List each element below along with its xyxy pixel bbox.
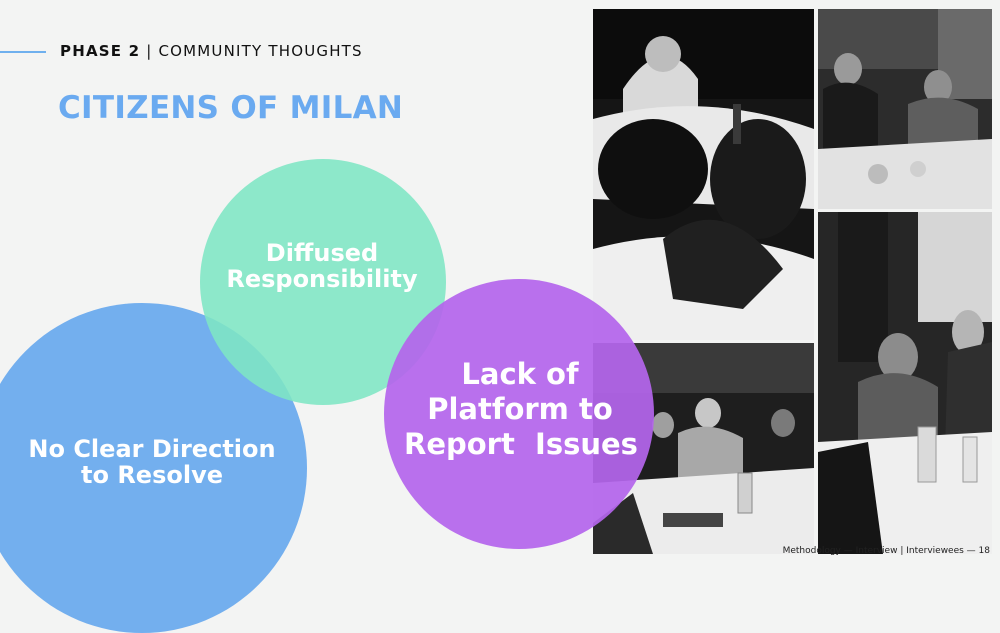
phase-label: PHASE 2 — [60, 42, 141, 60]
phase-heading: PHASE 2 | COMMUNITY THOUGHTS — [60, 42, 363, 60]
section-label: COMMUNITY THOUGHTS — [158, 42, 363, 60]
circle-label-platform: Lack of Platform to Report Issues — [404, 357, 638, 461]
page-title: CITIZENS OF MILAN — [58, 90, 404, 126]
venn-circle-platform — [384, 279, 654, 549]
circle-label-line: to Resolve — [81, 460, 223, 489]
circle-label-line: Responsibility — [226, 264, 418, 293]
circle-label-line: No Clear Direction — [28, 435, 276, 463]
photo-interview-pair-seated — [818, 9, 992, 209]
footer-caption: Methodology — Interview | Interviewees —… — [782, 546, 990, 556]
phase-separator: | — [146, 42, 153, 60]
circle-label-line: Diffused — [265, 239, 379, 267]
header-accent-line — [0, 51, 46, 53]
circle-label-line: Platform to — [427, 391, 613, 426]
circle-label-direction: No Clear Direction to Resolve — [20, 435, 284, 489]
circle-label-line: Report Issues — [404, 426, 638, 461]
photo-interview-dinner-table — [593, 9, 814, 340]
circle-label-responsibility: Diffused Responsibility — [215, 239, 429, 293]
circle-label-line: Lack of — [461, 357, 579, 391]
photo-interview-woman-listening — [818, 212, 992, 554]
